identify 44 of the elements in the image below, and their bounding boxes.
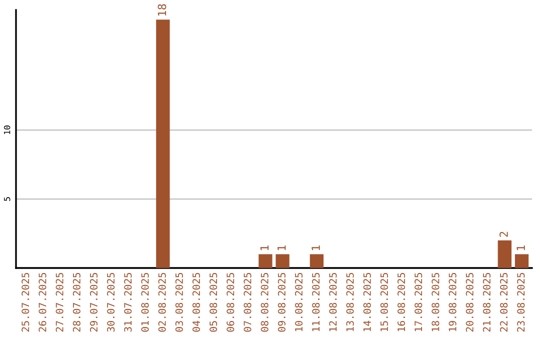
data-label: 1	[312, 245, 320, 250]
x-tick-label: 07.08.2025	[244, 272, 252, 332]
x-tick-label: 20.08.2025	[466, 272, 474, 332]
x-tick-label: 09.08.2025	[278, 272, 286, 332]
x-tick-label: 22.08.2025	[500, 272, 508, 332]
x-tick-label: 14.08.2025	[363, 272, 371, 332]
data-label: 1	[260, 245, 269, 250]
x-tick-label: 26.07.2025	[38, 272, 46, 332]
x-tick-label: 15.08.2025	[380, 272, 388, 332]
x-tick-label: 18.08.2025	[432, 272, 440, 332]
x-tick-label: 11.08.2025	[312, 272, 320, 332]
x-tick-label: 03.08.2025	[175, 272, 183, 332]
y-tick-label: 5	[4, 197, 10, 201]
x-tick-label: 13.08.2025	[346, 272, 354, 332]
x-tick-label: 05.08.2025	[210, 272, 218, 332]
x-tick-label: 19.08.2025	[448, 272, 456, 332]
bar	[310, 254, 324, 268]
x-tick-label: 12.08.2025	[329, 272, 337, 332]
x-tick-label: 16.08.2025	[398, 272, 406, 332]
data-label: 1	[278, 245, 286, 250]
x-tick-label: 02.08.2025	[158, 272, 166, 332]
y-tick-label: 10	[4, 126, 10, 134]
bar	[156, 20, 170, 268]
x-tick-label: 25.07.2025	[22, 272, 30, 332]
x-tick-label: 21.08.2025	[482, 272, 491, 332]
x-tick-label: 23.08.2025	[517, 272, 525, 332]
x-tick-label: 01.08.2025	[141, 272, 149, 332]
data-label: 1	[516, 245, 525, 250]
x-tick-label: 06.08.2025	[226, 272, 234, 332]
bar	[514, 254, 529, 268]
x-tick-label: 29.07.2025	[90, 272, 98, 332]
data-label: 18	[158, 4, 166, 16]
x-tick-label: 17.08.2025	[414, 272, 422, 332]
x-tick-label: 31.07.2025	[124, 272, 132, 332]
x-tick-label: 30.07.2025	[107, 272, 115, 332]
bar	[498, 240, 512, 268]
bar	[276, 254, 290, 268]
x-tick-label: 08.08.2025	[260, 272, 268, 332]
x-tick-label: 27.07.2025	[56, 272, 64, 332]
bar	[258, 254, 272, 268]
x-tick-label: 10.08.2025	[294, 272, 303, 332]
x-tick-label: 04.08.2025	[192, 272, 200, 332]
data-label: 2	[500, 232, 508, 237]
x-tick-label: 28.07.2025	[72, 272, 80, 332]
